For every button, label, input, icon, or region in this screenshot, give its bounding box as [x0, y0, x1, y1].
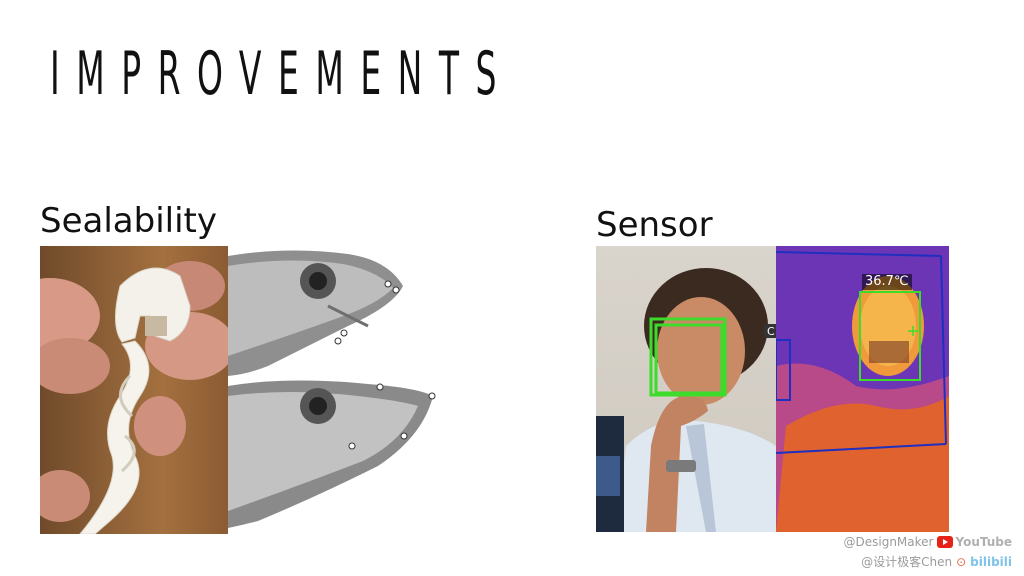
- youtube-badge: YouTube: [937, 535, 1012, 549]
- bilibili-label: bilibili: [970, 554, 1012, 569]
- youtube-icon: [937, 536, 954, 548]
- section-label-sealability: Sealability: [40, 201, 217, 241]
- section-label-sensor: Sensor: [596, 205, 713, 245]
- watermark-handle-1: @DesignMaker: [843, 535, 934, 549]
- svg-text:C: C: [767, 325, 775, 338]
- fish-scan-image: [228, 246, 440, 534]
- thermal-image: 36.7℃: [776, 246, 949, 532]
- person-illustration: C: [596, 268, 776, 532]
- youtube-label: YouTube: [955, 535, 1012, 549]
- temperature-readout: 36.7℃: [862, 274, 912, 290]
- wrench-photo: [40, 246, 228, 534]
- fish-illustration: [228, 250, 436, 528]
- slide-title: IMPROVEMENTS: [50, 39, 513, 109]
- watermark-handle-2: @设计极客Chen: [861, 555, 953, 569]
- face-photo: C: [596, 246, 776, 532]
- wrench-illustration: [40, 261, 228, 534]
- watermark-line-2: @设计极客Chen ⊙ bilibili: [861, 553, 1012, 570]
- watermark-line-1: @DesignMaker YouTube: [844, 535, 1013, 549]
- thermal-illustration: [776, 246, 949, 532]
- weibo-icon: ⊙: [956, 554, 967, 569]
